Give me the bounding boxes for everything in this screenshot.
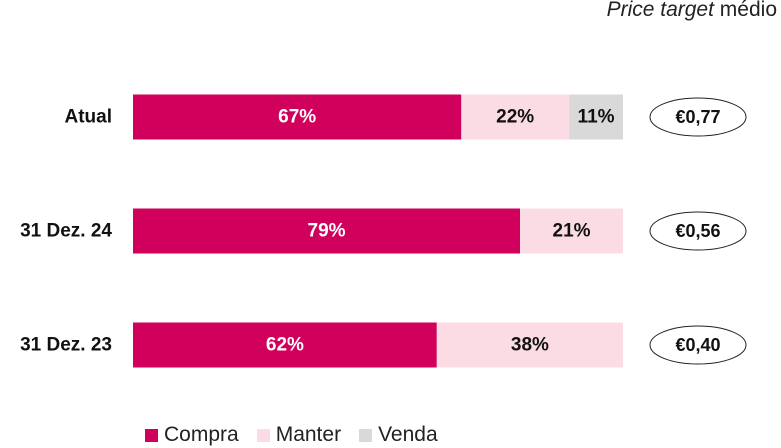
legend-swatch-manter — [256, 428, 270, 442]
legend-swatch-venda — [359, 428, 373, 442]
price-target-badge-row-3 — [649, 325, 747, 365]
data-label-manter-row-2: 21% — [553, 221, 591, 242]
category-label-row-1: Atual — [65, 107, 113, 128]
bar-segment-manter-row-3 — [436, 322, 623, 368]
legend-label-compra: Compra — [164, 423, 239, 446]
legend-item-compra: Compra — [145, 423, 239, 447]
category-label-row-2: 31 Dez. 24 — [20, 221, 112, 242]
bar-segment-venda-row-1 — [569, 94, 623, 140]
data-label-compra-row-1: 67% — [278, 107, 316, 128]
data-label-manter-row-1: 22% — [496, 107, 534, 128]
data-label-compra-row-3: 62% — [266, 335, 304, 356]
price-target-value-row-2: €0,56 — [675, 221, 720, 241]
legend-label-venda: Venda — [378, 423, 438, 446]
data-label-venda-row-1: 11% — [578, 107, 615, 128]
price-target-badge-row-2 — [649, 211, 747, 251]
legend-item-venda: Venda — [359, 423, 438, 447]
price-target-suffix: médio — [719, 0, 777, 21]
price-target-value-row-1: €0,77 — [675, 107, 720, 127]
legend-item-manter: Manter — [256, 423, 342, 447]
price-target-header: Price target médio — [607, 0, 777, 22]
price-target-badge-row-1 — [649, 97, 747, 137]
chart-legend: Compra Manter Venda — [145, 422, 456, 448]
category-label-row-3: 31 Dez. 23 — [20, 335, 112, 356]
price-target-italic: Price target — [606, 0, 714, 21]
price-target-value-row-3: €0,40 — [675, 335, 720, 355]
legend-label-manter: Manter — [275, 423, 342, 446]
data-label-compra-row-2: 79% — [308, 221, 346, 242]
bar-segment-compra-row-1 — [133, 94, 462, 140]
bar-segment-manter-row-1 — [461, 94, 570, 140]
data-label-manter-row-3: 38% — [511, 335, 549, 356]
bar-segment-manter-row-2 — [520, 208, 623, 254]
bar-segment-compra-row-2 — [133, 208, 521, 254]
bar-segment-compra-row-3 — [133, 322, 437, 368]
legend-swatch-compra — [145, 428, 158, 442]
